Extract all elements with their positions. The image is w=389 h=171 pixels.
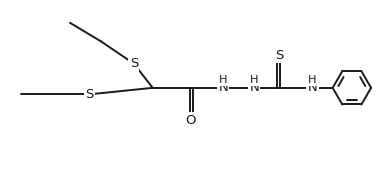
Text: N: N: [308, 81, 317, 94]
Text: H: H: [250, 75, 258, 85]
Text: N: N: [218, 81, 228, 94]
Text: S: S: [275, 49, 284, 62]
Text: S: S: [86, 88, 94, 101]
Text: H: H: [219, 75, 228, 85]
Text: O: O: [185, 114, 196, 127]
Text: H: H: [308, 75, 317, 85]
Text: N: N: [249, 81, 259, 94]
Text: S: S: [130, 57, 138, 70]
